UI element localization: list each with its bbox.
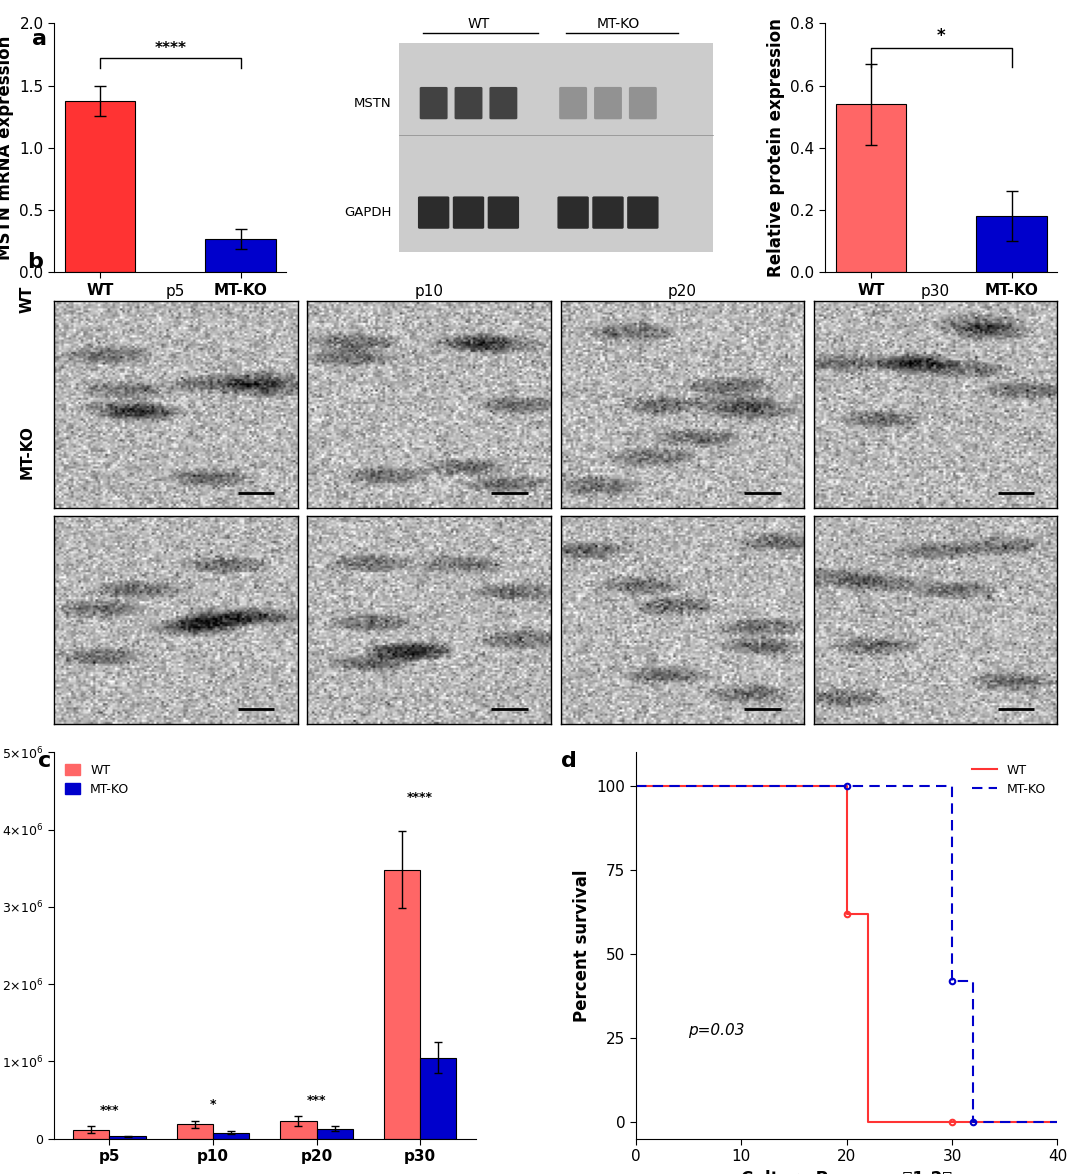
Text: ***: *** [306, 1094, 326, 1107]
FancyBboxPatch shape [629, 87, 657, 120]
Title: p5: p5 [166, 284, 186, 299]
FancyBboxPatch shape [627, 196, 658, 229]
Text: MT-KO: MT-KO [597, 16, 640, 31]
FancyBboxPatch shape [490, 87, 517, 120]
WT [629, 778, 642, 792]
WT [861, 906, 874, 920]
FancyBboxPatch shape [592, 196, 624, 229]
Text: ****: **** [154, 41, 187, 56]
Bar [73, 1129, 109, 1139]
MT-KO [841, 778, 853, 792]
Title: p30: p30 [921, 284, 951, 299]
FancyBboxPatch shape [453, 196, 484, 229]
FancyBboxPatch shape [454, 87, 482, 120]
FancyBboxPatch shape [399, 43, 712, 252]
Legend: WT, MT-KO: WT, MT-KO [967, 758, 1051, 801]
Bar [109, 1136, 146, 1139]
Bar [177, 1125, 213, 1139]
MT-KO [945, 973, 958, 987]
Bar [213, 1133, 249, 1139]
Title: p10: p10 [414, 284, 443, 299]
Bar [384, 870, 420, 1139]
Text: WT: WT [468, 16, 490, 31]
WT [841, 778, 853, 792]
Y-axis label: Relative protein expression: Relative protein expression [767, 19, 784, 277]
Bar [65, 101, 135, 272]
FancyBboxPatch shape [420, 87, 448, 120]
FancyBboxPatch shape [488, 196, 519, 229]
WT [1051, 1115, 1064, 1129]
Text: MSTN: MSTN [354, 96, 392, 109]
Line: MT-KO: MT-KO [636, 785, 1057, 1122]
X-axis label: Culture Passages（1:2）: Culture Passages（1:2） [741, 1169, 953, 1174]
MT-KO [945, 778, 958, 792]
Text: WT: WT [19, 285, 35, 313]
WT [841, 906, 853, 920]
Bar [205, 238, 276, 272]
Y-axis label: Percent survival: Percent survival [573, 869, 591, 1021]
Bar [420, 1058, 456, 1139]
FancyBboxPatch shape [595, 87, 622, 120]
Legend: WT, MT-KO: WT, MT-KO [60, 758, 135, 801]
Text: ***: *** [99, 1104, 119, 1118]
MT-KO [1051, 1115, 1064, 1129]
Bar [281, 1121, 316, 1139]
WT [861, 1115, 874, 1129]
MT-KO [967, 1115, 980, 1129]
WT [945, 1115, 958, 1129]
Text: a: a [32, 29, 47, 49]
Text: p=0.03: p=0.03 [688, 1023, 745, 1038]
MT-KO [841, 778, 853, 792]
Y-axis label: MSTN mRNA expression: MSTN mRNA expression [0, 35, 14, 261]
Text: *: * [937, 27, 945, 46]
WT [945, 1115, 958, 1129]
Text: b: b [27, 252, 43, 272]
Text: *: * [209, 1099, 216, 1112]
Bar [316, 1128, 353, 1139]
Text: ****: **** [407, 791, 433, 804]
MT-KO [967, 973, 980, 987]
MT-KO [629, 778, 642, 792]
Title: p20: p20 [668, 284, 697, 299]
Text: d: d [561, 751, 577, 771]
Text: MT-KO: MT-KO [19, 425, 35, 479]
FancyBboxPatch shape [418, 196, 449, 229]
Line: WT: WT [636, 785, 1057, 1122]
FancyBboxPatch shape [559, 87, 587, 120]
Text: c: c [38, 751, 51, 771]
FancyBboxPatch shape [558, 196, 589, 229]
Bar [976, 216, 1047, 272]
Bar [835, 104, 906, 272]
Text: GAPDH: GAPDH [344, 207, 392, 220]
